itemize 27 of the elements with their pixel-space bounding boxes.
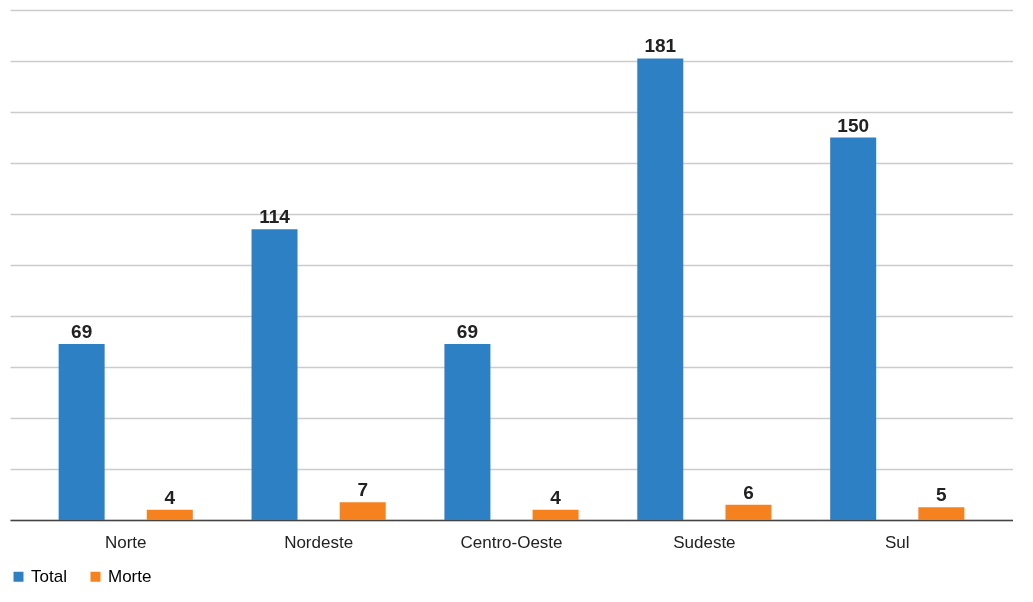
bar [444, 344, 491, 520]
data-label: 114 [259, 206, 291, 228]
legend-label: Morte [108, 566, 152, 586]
data-label: 5 [936, 484, 948, 506]
bar [830, 137, 877, 520]
x-tick-label: Sul [884, 532, 910, 552]
data-label: 69 [456, 321, 478, 343]
x-tick-label: Nordeste [284, 532, 354, 552]
data-label: 6 [743, 481, 754, 503]
bar [725, 504, 772, 520]
x-tick-label: Centro-Oeste [460, 532, 563, 552]
data-label: 4 [550, 486, 562, 508]
data-label: 150 [837, 114, 870, 136]
data-label: 69 [71, 321, 93, 343]
bar [918, 507, 965, 520]
bar [251, 229, 298, 520]
x-tick-label: Sudeste [673, 532, 736, 552]
data-label: 181 [644, 35, 677, 57]
data-label: 4 [164, 486, 176, 508]
bar [339, 502, 386, 520]
bar [58, 344, 105, 520]
x-tick-label: Norte [104, 532, 147, 552]
bar [532, 509, 579, 520]
legend-label: Total [31, 566, 67, 586]
data-label: 7 [357, 479, 368, 501]
bar [146, 509, 193, 520]
bar [637, 58, 684, 520]
